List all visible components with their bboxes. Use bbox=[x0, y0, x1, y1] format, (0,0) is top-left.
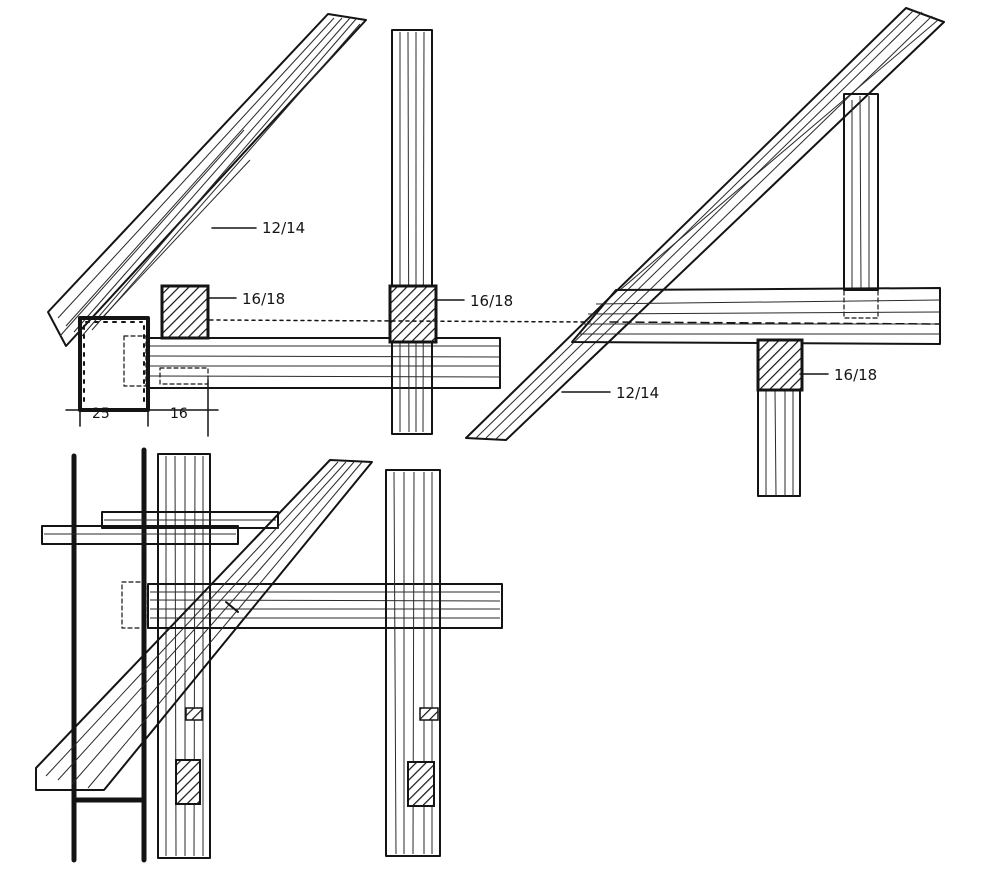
post-section-left bbox=[160, 284, 210, 340]
label-rafter-right: 12/14 bbox=[616, 384, 659, 402]
label-post-middle: 16/18 bbox=[470, 292, 513, 310]
detail-bottom-left bbox=[35, 447, 503, 863]
strut-bottom bbox=[35, 459, 373, 791]
post-section-right bbox=[756, 338, 804, 392]
detail-top-left: 25 16 12/14 16/18 16/18 bbox=[47, 13, 591, 437]
wall-section-top bbox=[78, 316, 150, 412]
post-middle-top bbox=[391, 29, 433, 435]
rafter-top-left bbox=[47, 13, 367, 347]
post-bottom-right bbox=[385, 469, 441, 857]
beam-bottom bbox=[121, 581, 503, 629]
beam-right bbox=[571, 287, 941, 345]
label-post-left: 16/18 bbox=[242, 290, 285, 308]
detail-top-right: 12/14 16/18 bbox=[465, 7, 945, 497]
board-horizontal bbox=[41, 511, 279, 545]
post-section-bottom-right bbox=[407, 761, 435, 807]
post-section-bottom-left-upper bbox=[185, 707, 203, 721]
post-section-bottom-left bbox=[175, 759, 201, 805]
dimension-line bbox=[65, 379, 219, 437]
label-post-right: 16/18 bbox=[834, 366, 877, 384]
rafter-right bbox=[465, 7, 945, 441]
dim-post: 16 bbox=[170, 406, 188, 422]
post-section-middle bbox=[388, 284, 438, 344]
level-line-top bbox=[209, 319, 591, 323]
beam-top-left bbox=[147, 337, 501, 389]
dim-wall: 25 bbox=[92, 406, 110, 422]
post-section-bottom-right-upper bbox=[419, 707, 439, 721]
post-right-upper bbox=[843, 93, 879, 319]
label-rafter-top-left: 12/14 bbox=[262, 219, 305, 237]
